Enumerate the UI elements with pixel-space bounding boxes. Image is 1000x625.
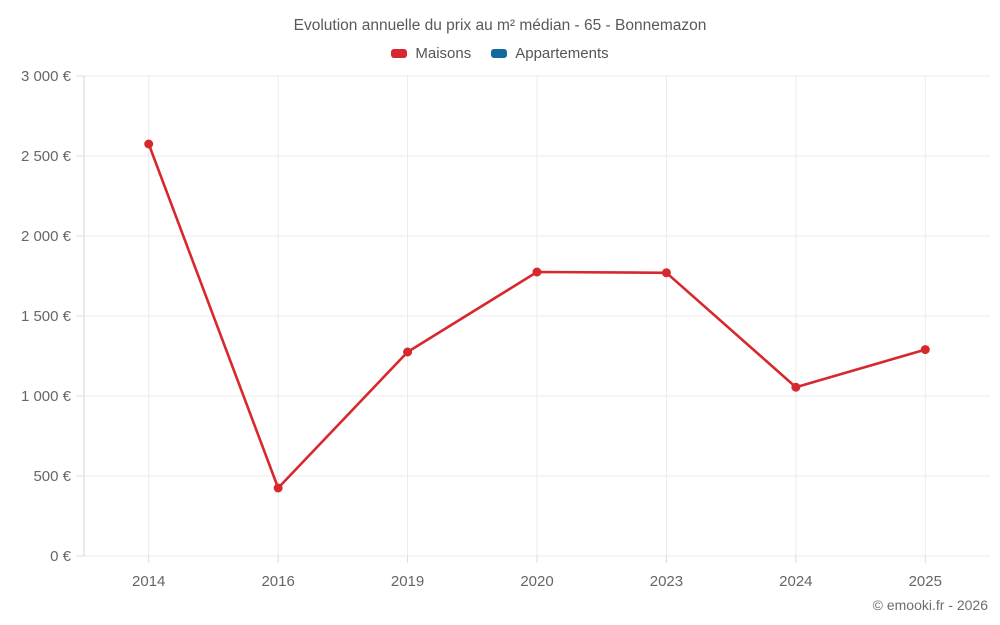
x-axis-tick-label: 2020 [520,573,553,590]
data-point-maisons-2019[interactable] [403,347,413,357]
x-axis-tick-label: 2023 [650,573,683,590]
y-axis-tick-label: 3 000 € [21,68,72,85]
chart-title: Evolution annuelle du prix au m² médian … [293,17,707,34]
data-point-maisons-2016[interactable] [273,483,283,493]
data-point-maisons-2023[interactable] [661,268,671,278]
x-axis-tick-label: 2014 [132,573,165,590]
maisons-series-swatch-icon [391,49,408,58]
data-point-maisons-2020[interactable] [532,267,542,277]
y-axis-tick-label: 1 500 € [21,308,72,325]
y-axis-tick-label: 2 000 € [21,228,72,245]
legend-label-appartements: Appartements [515,45,609,62]
x-axis-tick-label: 2025 [909,573,942,590]
legend: Maisons Appartements [0,45,1000,62]
legend-label-maisons: Maisons [415,45,472,62]
x-axis-tick-label: 2019 [391,573,424,590]
appartements-series-swatch-icon [491,49,508,58]
copyright-footer: © emooki.fr - 2026 [872,597,988,613]
data-point-maisons-2025[interactable] [920,345,930,355]
data-point-maisons-2014[interactable] [144,139,154,149]
y-axis-tick-label: 2 500 € [21,148,72,165]
x-axis-tick-label: 2016 [261,573,294,590]
y-axis-tick-label: 0 € [50,548,72,565]
x-axis-tick-label: 2024 [779,573,812,590]
legend-item-appartements[interactable]: Appartements [491,45,609,62]
legend-item-maisons[interactable]: Maisons [391,45,471,62]
y-axis-tick-label: 500 € [33,468,71,485]
y-axis-tick-label: 1 000 € [21,388,72,405]
data-point-maisons-2024[interactable] [791,382,801,392]
